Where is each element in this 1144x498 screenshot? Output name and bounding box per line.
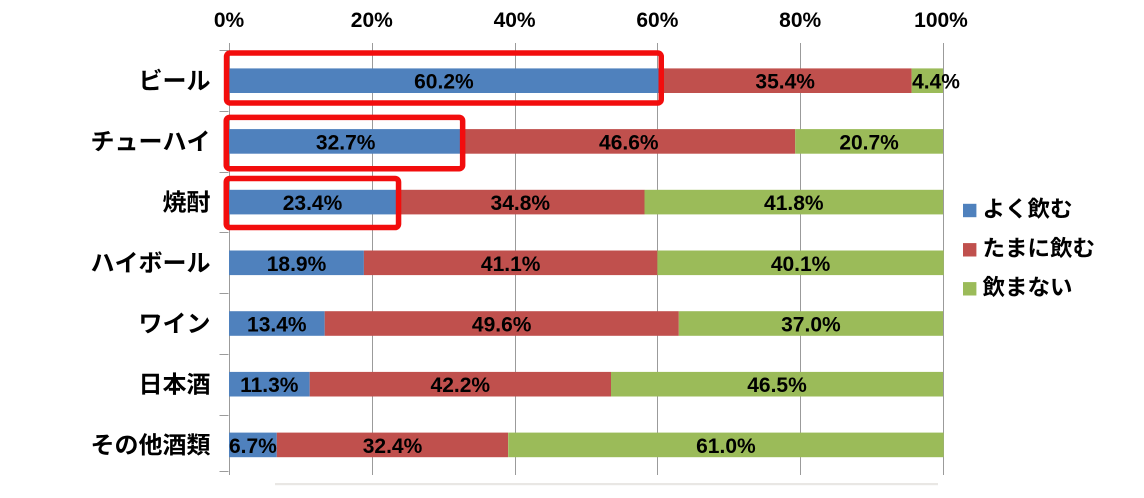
svg-text:0%: 0% bbox=[214, 9, 245, 32]
svg-text:35.4%: 35.4% bbox=[755, 71, 815, 94]
svg-text:23.4%: 23.4% bbox=[283, 192, 343, 215]
svg-text:6.7%: 6.7% bbox=[229, 435, 277, 458]
svg-text:13.4%: 13.4% bbox=[247, 314, 307, 337]
svg-text:40%: 40% bbox=[494, 9, 536, 32]
svg-text:60%: 60% bbox=[636, 9, 678, 32]
svg-text:100%: 100% bbox=[914, 9, 968, 32]
svg-text:60.2%: 60.2% bbox=[414, 71, 474, 94]
svg-text:18.9%: 18.9% bbox=[267, 253, 327, 276]
svg-text:41.8%: 41.8% bbox=[764, 192, 824, 215]
svg-text:40.1%: 40.1% bbox=[771, 253, 831, 276]
svg-text:42.2%: 42.2% bbox=[431, 374, 491, 397]
svg-text:11.3%: 11.3% bbox=[240, 374, 299, 397]
svg-text:34.8%: 34.8% bbox=[491, 192, 551, 215]
svg-text:46.6%: 46.6% bbox=[599, 131, 659, 154]
svg-text:49.6%: 49.6% bbox=[472, 314, 532, 337]
svg-text:37.0%: 37.0% bbox=[781, 314, 841, 337]
svg-text:32.7%: 32.7% bbox=[316, 131, 376, 154]
svg-text:4.4%: 4.4% bbox=[912, 71, 960, 94]
svg-text:32.4%: 32.4% bbox=[363, 435, 423, 458]
svg-text:20.7%: 20.7% bbox=[839, 131, 899, 154]
svg-text:20%: 20% bbox=[351, 9, 393, 32]
svg-text:41.1%: 41.1% bbox=[481, 253, 541, 276]
svg-text:61.0%: 61.0% bbox=[696, 435, 756, 458]
svg-text:46.5%: 46.5% bbox=[747, 374, 807, 397]
svg-text:80%: 80% bbox=[779, 9, 821, 32]
